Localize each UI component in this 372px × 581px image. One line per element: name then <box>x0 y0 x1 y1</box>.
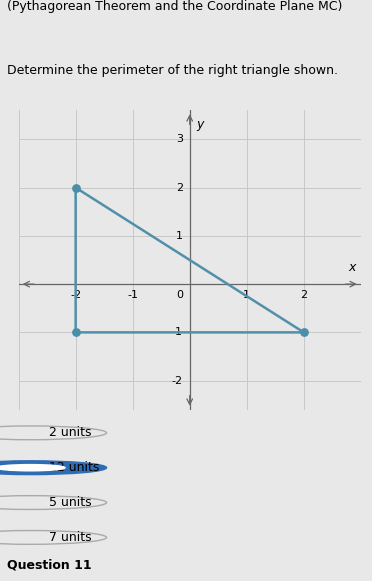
Text: -2: -2 <box>70 290 81 300</box>
Circle shape <box>0 465 65 471</box>
Text: -2: -2 <box>172 376 183 386</box>
Point <box>301 328 307 337</box>
Circle shape <box>0 461 106 475</box>
Text: 0: 0 <box>176 290 183 300</box>
Text: (Pythagorean Theorem and the Coordinate Plane MC): (Pythagorean Theorem and the Coordinate … <box>7 0 343 13</box>
Text: 7 units: 7 units <box>49 531 92 544</box>
Text: 3: 3 <box>176 134 183 144</box>
Point <box>73 183 78 192</box>
Text: x: x <box>349 260 356 274</box>
Text: 1: 1 <box>176 231 183 241</box>
Text: -1: -1 <box>127 290 138 300</box>
Text: 2: 2 <box>176 182 183 193</box>
Text: 2 units: 2 units <box>49 426 92 439</box>
Text: y: y <box>196 117 204 131</box>
Text: 2: 2 <box>300 290 307 300</box>
Text: 5 units: 5 units <box>49 496 92 509</box>
Text: 12 units: 12 units <box>49 461 100 474</box>
Text: Question 11: Question 11 <box>7 559 92 572</box>
Text: -1: -1 <box>172 327 183 338</box>
Text: 1: 1 <box>243 290 250 300</box>
Text: Determine the perimeter of the right triangle shown.: Determine the perimeter of the right tri… <box>7 64 339 77</box>
Point <box>73 328 78 337</box>
